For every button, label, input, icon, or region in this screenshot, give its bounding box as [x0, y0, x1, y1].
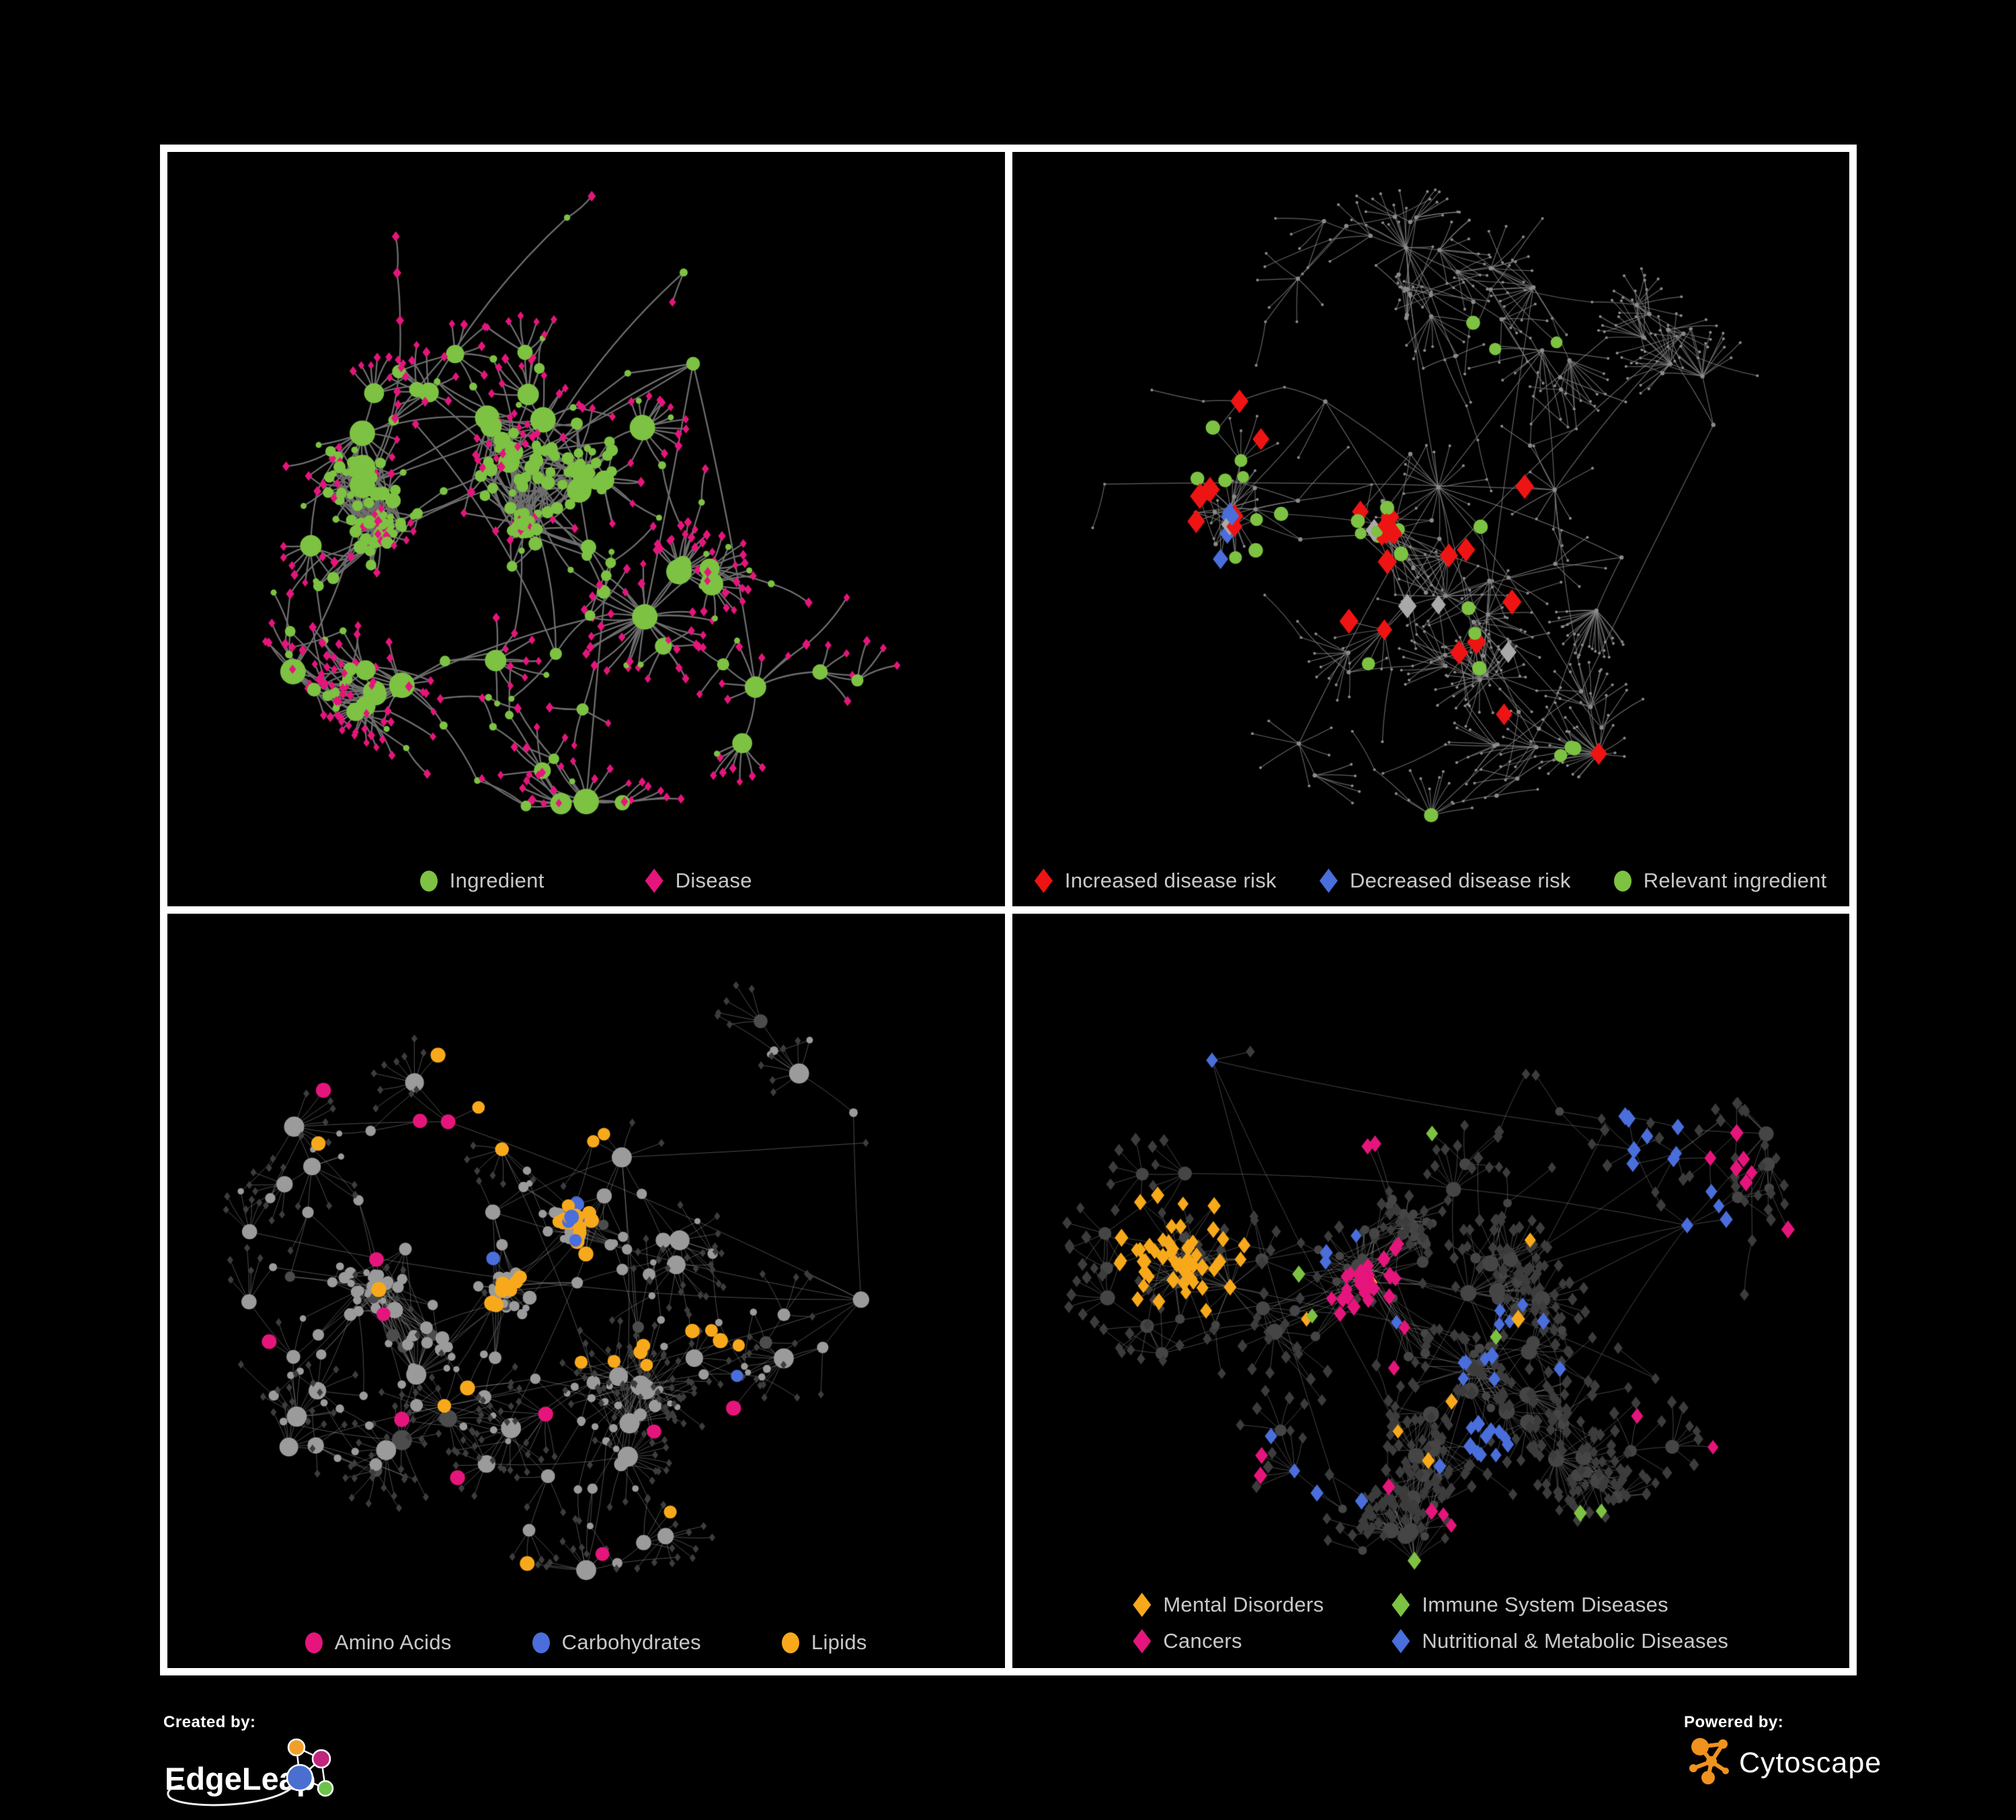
legend-disease-classes: Mental Disorders Immune System Diseases …: [1012, 1593, 1850, 1653]
cytoscape-logo-icon: Cytoscape: [1689, 1738, 1882, 1784]
panel-nutrient-classes: Amino Acids Carbohydrates Lipids: [167, 914, 1005, 1668]
relevant-ingredient-circle-icon: [1613, 870, 1631, 892]
legend-item-disease: Disease: [645, 869, 752, 893]
immune-diseases-diamond-icon: [1392, 1593, 1410, 1617]
legend-item-carbohydrates: Carbohydrates: [532, 1630, 701, 1655]
legend-label-disease: Disease: [675, 869, 752, 892]
amino-acids-circle-icon: [305, 1632, 323, 1653]
legend-label-nutritional-metabolic: Nutritional & Metabolic Diseases: [1422, 1629, 1729, 1653]
legend-item-decreased-risk: Decreased disease risk: [1319, 869, 1571, 893]
legend-label-immune-diseases: Immune System Diseases: [1422, 1593, 1668, 1616]
cytoscape-glyph-nodes: [1689, 1738, 1729, 1784]
network-canvas-nutrient-classes: [167, 914, 1005, 1668]
cancers-diamond-icon: [1133, 1629, 1152, 1653]
legend-item-increased-risk: Increased disease risk: [1034, 869, 1277, 893]
legend-ingredient-disease: Ingredient Disease: [167, 869, 1005, 893]
edgeleap-logo: EdgeLeap: [163, 1736, 365, 1817]
created-by-label: Created by:: [163, 1713, 256, 1731]
legend-label-mental-disorders: Mental Disorders: [1163, 1593, 1324, 1616]
ingredient-circle-icon: [419, 870, 438, 892]
legend-item-nutritional-metabolic: Nutritional & Metabolic Diseases: [1392, 1629, 1728, 1653]
network-canvas-ingredient-disease: [167, 152, 1005, 906]
legend-label-relevant-ingredient: Relevant ingredient: [1643, 869, 1827, 892]
cytoscape-wordmark: Cytoscape: [1739, 1747, 1882, 1779]
legend-item-amino-acids: Amino Acids: [305, 1630, 452, 1655]
edgeleap-network-glyph: [286, 1738, 334, 1797]
panel-disease-classes: Mental Disorders Immune System Diseases …: [1012, 914, 1850, 1668]
powered-by-label: Powered by:: [1684, 1713, 1784, 1731]
legend-item-cancers: Cancers: [1133, 1629, 1392, 1653]
cytoscape-logo: Cytoscape: [1684, 1736, 1906, 1792]
legend-label-increased-risk: Increased disease risk: [1064, 869, 1277, 892]
legend-label-decreased-risk: Decreased disease risk: [1349, 869, 1571, 892]
increased-risk-diamond-icon: [1034, 869, 1053, 893]
disease-diamond-icon: [645, 869, 663, 893]
edgeleap-credit: Created by: EdgeLeap: [163, 1713, 365, 1817]
cytoscape-credit: Powered by: Cytoscape: [1684, 1713, 1906, 1792]
edgeleap-logo-icon: EdgeLeap: [165, 1738, 334, 1807]
panel-disease-risk: Increased disease risk Decreased disease…: [1012, 152, 1850, 906]
mental-disorders-diamond-icon: [1133, 1593, 1152, 1617]
legend-label-cancers: Cancers: [1163, 1629, 1242, 1653]
legend-label-lipids: Lipids: [811, 1630, 867, 1654]
lipids-circle-icon: [781, 1632, 799, 1653]
carbohydrates-circle-icon: [532, 1632, 550, 1653]
figure-frame: Ingredient Disease Increased disease ris…: [160, 145, 1857, 1675]
legend-label-ingredient: Ingredient: [449, 869, 545, 892]
legend-item-relevant-ingredient: Relevant ingredient: [1613, 869, 1827, 893]
network-canvas-disease-classes: [1012, 914, 1849, 1668]
legend-disease-risk: Increased disease risk Decreased disease…: [1012, 869, 1850, 893]
legend-item-lipids: Lipids: [781, 1630, 867, 1655]
legend-label-carbohydrates: Carbohydrates: [561, 1630, 701, 1654]
nutritional-metabolic-diamond-icon: [1392, 1629, 1410, 1653]
legend-label-amino-acids: Amino Acids: [334, 1630, 452, 1654]
legend-nutrient-classes: Amino Acids Carbohydrates Lipids: [167, 1630, 1005, 1655]
legend-item-mental-disorders: Mental Disorders: [1133, 1593, 1392, 1617]
legend-item-immune-diseases: Immune System Diseases: [1392, 1593, 1728, 1617]
network-canvas-disease-risk: [1012, 152, 1849, 906]
legend-item-ingredient: Ingredient: [419, 869, 545, 893]
panel-ingredient-disease: Ingredient Disease: [167, 152, 1005, 906]
decreased-risk-diamond-icon: [1319, 869, 1338, 893]
